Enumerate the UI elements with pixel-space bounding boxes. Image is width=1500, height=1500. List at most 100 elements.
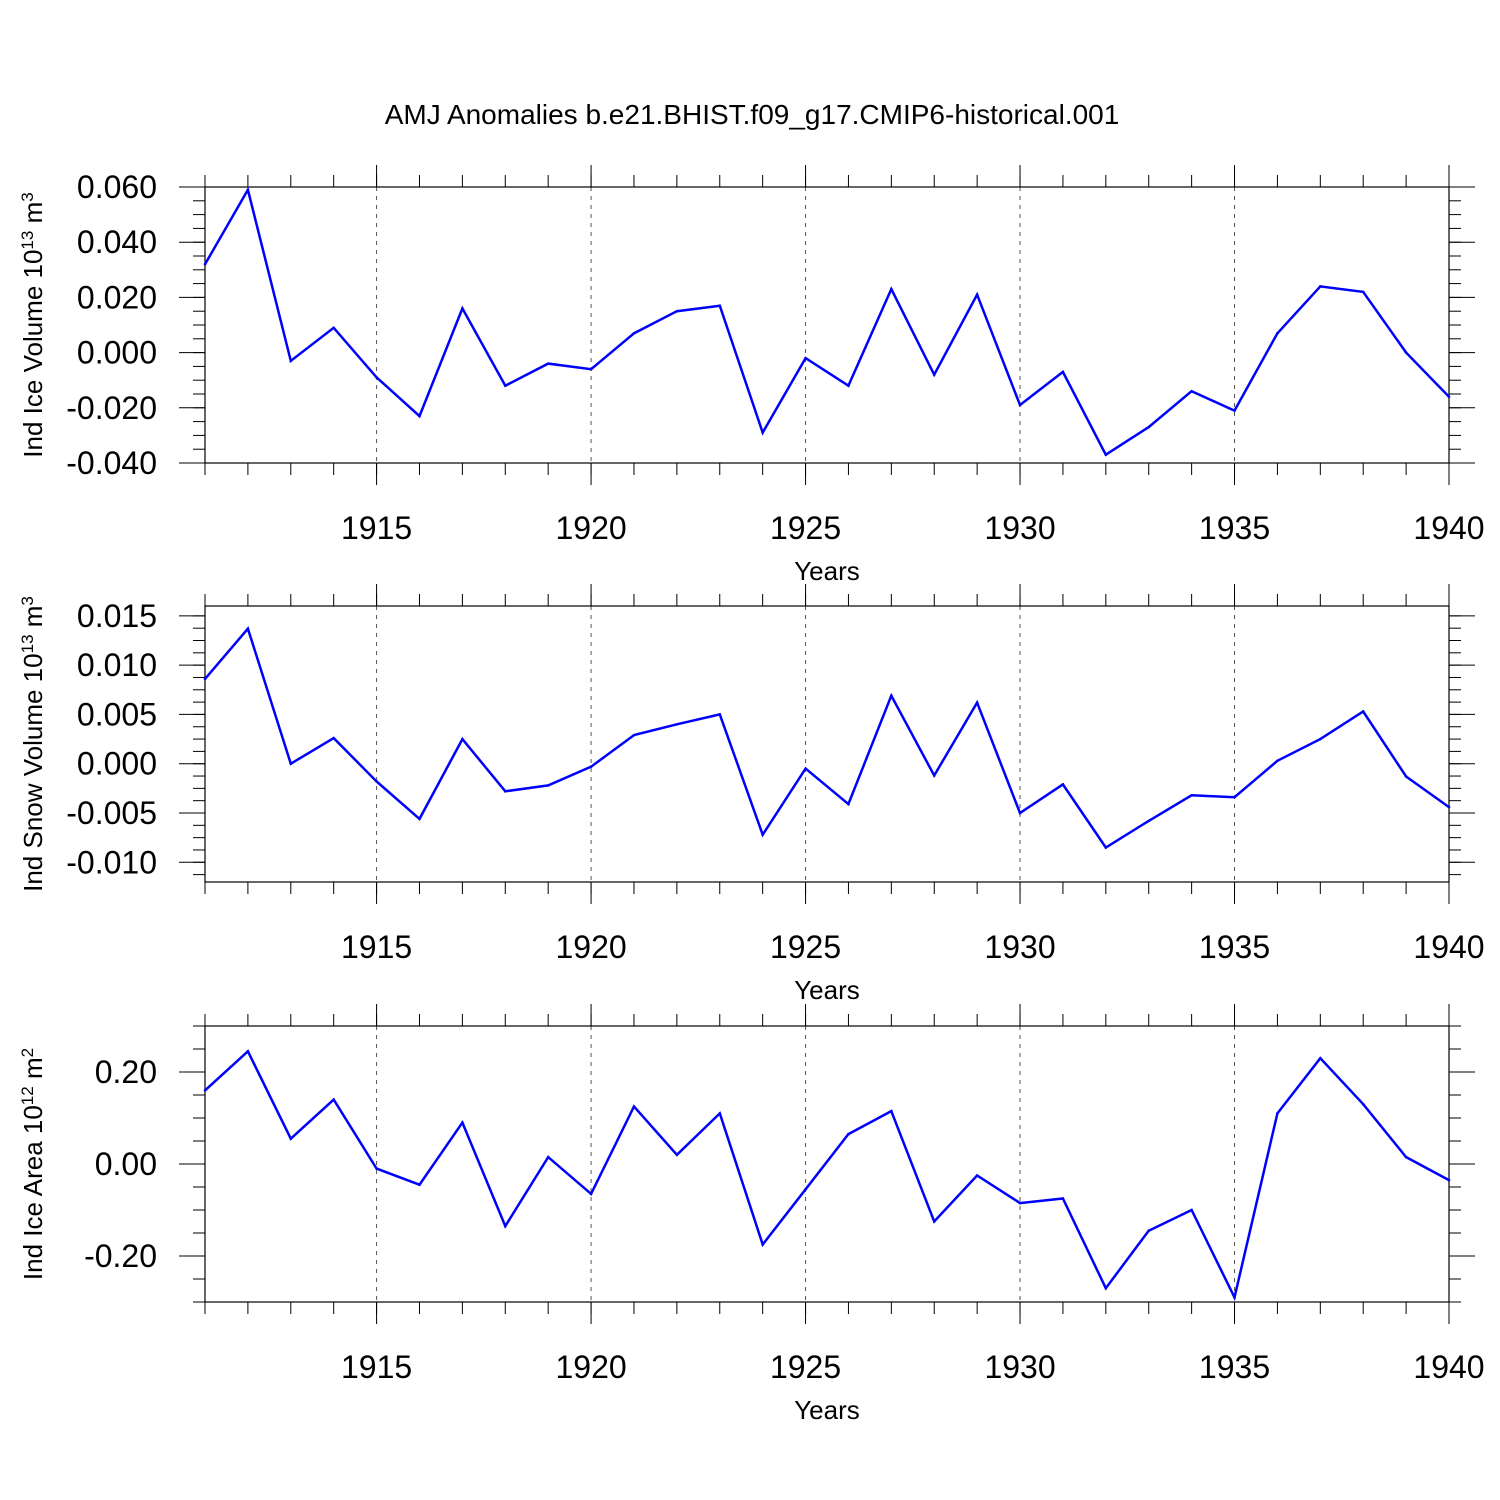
- data-point: [718, 304, 722, 307]
- series-line: [203, 186, 1450, 457]
- data-point: [804, 356, 807, 360]
- x-tick-label: 1915: [341, 1349, 412, 1385]
- y-tick-label: 0.020: [77, 279, 157, 315]
- y-axis-label: Ind Ice Volume 1013 m3: [18, 192, 49, 457]
- data-point: [418, 817, 421, 821]
- data-point: [461, 307, 464, 310]
- data-point: [1319, 1056, 1322, 1060]
- data-point: [718, 1112, 722, 1115]
- data-point: [1233, 409, 1236, 412]
- data-point: [246, 1050, 250, 1053]
- x-tick-label: 1940: [1413, 510, 1484, 546]
- data-point: [1276, 1112, 1279, 1115]
- plot-frame: [204, 186, 1450, 464]
- y-tick-label: -0.010: [66, 844, 157, 880]
- data-point: [890, 1109, 893, 1113]
- x-tick-label: 1920: [555, 510, 626, 546]
- data-point: [1190, 389, 1193, 393]
- x-tick-label: 1930: [984, 510, 1055, 546]
- data-point: [246, 188, 250, 192]
- data-point: [1190, 1208, 1193, 1212]
- data-point: [1276, 331, 1279, 335]
- data-point: [375, 376, 378, 379]
- x-tick-label: 1930: [984, 1349, 1055, 1385]
- data-point: [289, 762, 293, 766]
- data-point: [332, 1098, 335, 1101]
- data-point: [804, 767, 807, 770]
- data-point: [1361, 1102, 1365, 1106]
- data-point: [975, 1174, 979, 1177]
- data-point: [1233, 795, 1236, 799]
- x-tick-label: 1925: [770, 929, 841, 965]
- data-point: [1018, 1201, 1022, 1205]
- data-point: [203, 262, 207, 266]
- data-point: [503, 384, 507, 388]
- y-tick-label: 0.010: [77, 647, 157, 683]
- plot-frame: [204, 1025, 1450, 1303]
- x-tick-label: 1925: [770, 1349, 841, 1385]
- data-point: [890, 287, 893, 291]
- data-point: [1147, 1229, 1151, 1232]
- data-point: [375, 780, 378, 783]
- x-tick-label: 1940: [1413, 1349, 1484, 1385]
- series-line: [204, 1049, 1450, 1302]
- data-point: [1447, 805, 1451, 809]
- panel-ice-area: 1915 1920 1925 1930 1935 1940 -0.20 0.00 0.20 Yea…: [18, 1004, 1485, 1425]
- data-point: [632, 733, 636, 737]
- data-point: [418, 414, 421, 418]
- data-point: [761, 431, 764, 434]
- x-tick-label: 1940: [1413, 929, 1484, 965]
- chart-title: AMJ Anomalies b.e21.BHIST.f09_g17.CMIP6-…: [385, 99, 1120, 130]
- x-tick-label: 1915: [341, 929, 412, 965]
- x-tick-label: 1935: [1199, 929, 1270, 965]
- x-tick-label: 1920: [555, 929, 626, 965]
- y-tick-label: 0.00: [95, 1146, 157, 1182]
- data-point: [546, 362, 550, 365]
- data-point: [675, 309, 679, 313]
- data-point: [375, 1167, 378, 1170]
- data-point: [589, 765, 593, 768]
- y-tick-label: 0.005: [77, 696, 157, 732]
- data-point: [289, 1137, 293, 1140]
- data-point: [932, 373, 936, 376]
- data-point: [503, 790, 507, 793]
- data-point: [847, 384, 850, 388]
- data-point: [203, 677, 207, 681]
- data-point: [418, 1183, 421, 1186]
- x-axis-label: Years: [794, 556, 860, 586]
- y-tick-label: 0.015: [77, 598, 157, 634]
- data-point: [1404, 1155, 1408, 1159]
- y-axis-label: Ind Snow Volume 1013 m3: [18, 596, 49, 892]
- data-point: [589, 367, 593, 371]
- data-point: [546, 1155, 550, 1159]
- data-point: [932, 774, 936, 777]
- data-point: [718, 713, 722, 716]
- data-point: [461, 737, 464, 741]
- series-line: [204, 626, 1450, 850]
- data-point: [503, 1224, 507, 1228]
- data-point: [847, 802, 850, 806]
- x-tick-label: 1915: [341, 510, 412, 546]
- data-point: [589, 1192, 593, 1196]
- data-point: [1319, 285, 1322, 288]
- data-point: [1447, 395, 1451, 399]
- x-axis-label: Years: [794, 1395, 860, 1425]
- data-point: [1147, 425, 1151, 429]
- data-point: [1061, 370, 1065, 374]
- data-point: [1018, 811, 1022, 815]
- data-point: [1276, 759, 1279, 763]
- data-point: [632, 1105, 636, 1108]
- data-point: [1018, 403, 1022, 407]
- data-point: [1404, 775, 1408, 778]
- data-point: [461, 1121, 464, 1124]
- data-point: [1319, 737, 1322, 741]
- data-point: [1361, 290, 1365, 294]
- y-tick-label: -0.040: [66, 445, 157, 481]
- data-point: [890, 694, 893, 697]
- data-point: [804, 1188, 807, 1191]
- data-point: [761, 833, 764, 836]
- x-tick-label: 1920: [555, 1349, 626, 1385]
- data-point: [546, 784, 550, 787]
- y-tick-label: 0.000: [77, 746, 157, 782]
- data-point: [975, 293, 979, 296]
